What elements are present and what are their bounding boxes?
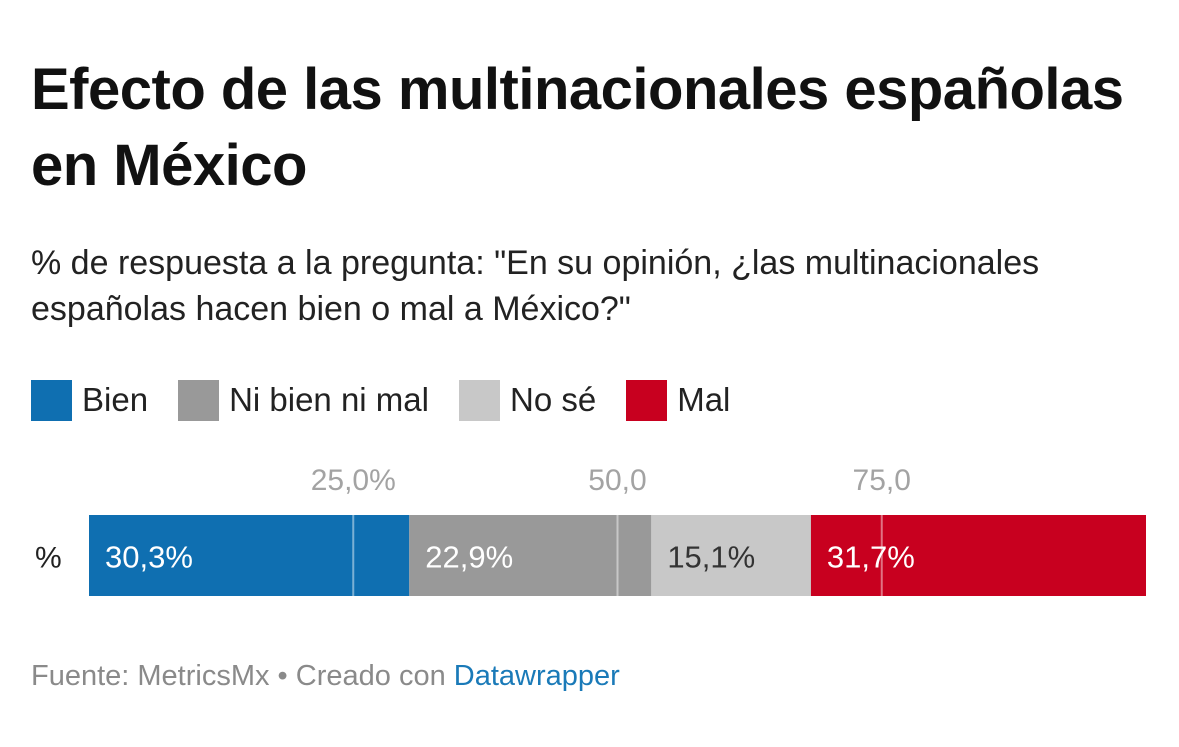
legend-label-ni-bien-ni-mal: Ni bien ni mal	[229, 381, 429, 418]
x-tick-label-3: 75,0	[853, 464, 911, 497]
footer-separator: •	[269, 660, 296, 692]
legend: Bien Ni bien ni mal No sé Mal	[31, 378, 760, 422]
legend-item-no-se: No sé	[458, 379, 597, 421]
legend-item-mal: Mal	[626, 379, 731, 421]
legend-swatch-no-se	[458, 379, 500, 421]
bar-segment-ni-bien-ni-mal	[409, 515, 652, 596]
chart-title: Efecto de las multinacionales españolas …	[31, 57, 1124, 198]
bar-segment-mal	[810, 515, 1146, 596]
x-tick-label-2: 50,0	[588, 464, 646, 497]
datawrapper-link[interactable]: Datawrapper	[453, 660, 620, 692]
data-label-no-s-: 15,1%	[667, 540, 755, 575]
legend-label-no-se: No sé	[509, 381, 597, 418]
footer: Fuente: MetricsMx • Creado con Datawrapp…	[31, 660, 620, 693]
bar-segment-no-s-	[651, 515, 811, 596]
legend-item-ni-bien-ni-mal: Ni bien ni mal	[178, 379, 429, 421]
chart-subtitle: % de respuesta a la pregunta: "En su opi…	[31, 244, 1040, 328]
data-label-bien: 30,3%	[105, 540, 193, 575]
legend-item-bien: Bien	[31, 379, 149, 421]
data-label-mal: 31,7%	[827, 540, 915, 575]
legend-swatch-ni-bien-ni-mal	[178, 379, 220, 421]
legend-label-mal: Mal	[677, 381, 731, 418]
data-label-ni-bien-ni-mal: 22,9%	[425, 540, 513, 575]
legend-swatch-mal	[626, 379, 668, 421]
footer-source: Fuente: MetricsMx	[31, 660, 270, 692]
legend-swatch-bien	[31, 379, 72, 421]
legend-label-bien: Bien	[82, 381, 149, 418]
x-tick-label-1: 25,0%	[311, 464, 396, 497]
category-label: %	[35, 542, 62, 575]
bar-segment-bien	[89, 515, 410, 596]
stacked-bar-chart: % 25,0% 50,0 75,0 30,3% 22,9% 15,1% 31,7%	[35, 464, 1146, 596]
footer-created: Creado con	[295, 660, 454, 692]
